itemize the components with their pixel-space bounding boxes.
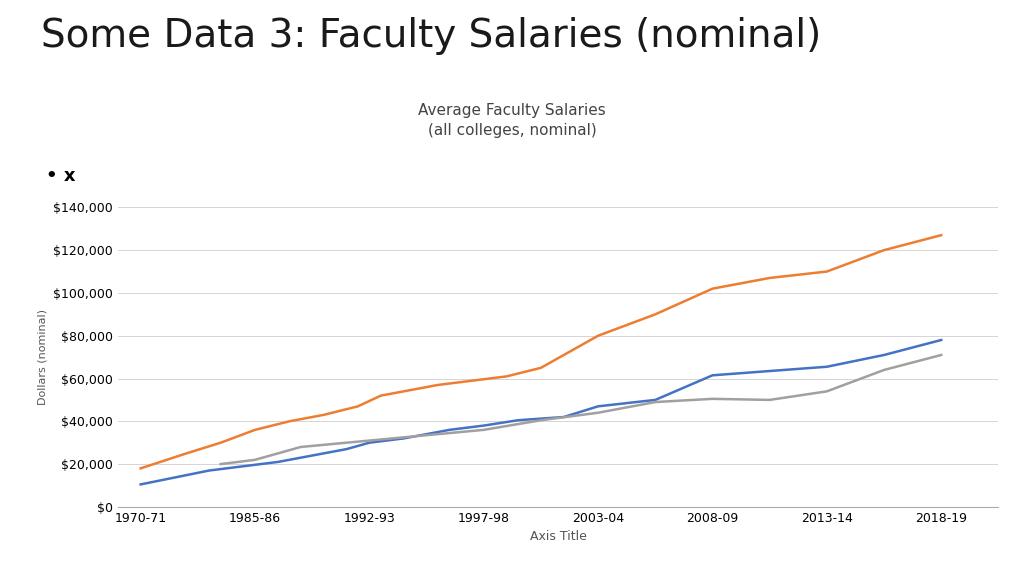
Professor Salaries (nominal) (215, 439, 227, 446)
Median Income (nominal) (215, 461, 227, 468)
Professor Salaries (nominal) (352, 403, 365, 410)
Professor Salaries (nominal) (180, 450, 193, 457)
Line: Professor Salaries (nominal): Professor Salaries (nominal) (140, 235, 941, 468)
Median Income (nominal) (592, 410, 604, 416)
Professor Salaries (nominal) (649, 311, 662, 318)
Professor Salaries (nominal) (592, 332, 604, 339)
Median Income (nominal) (649, 399, 662, 406)
Assistant Prof Salaries (nominal) (421, 431, 433, 438)
Median Income (nominal) (249, 456, 261, 463)
Professor Salaries (nominal) (409, 386, 421, 393)
Professor Salaries (nominal) (878, 247, 890, 253)
Assistant Prof Salaries (nominal) (558, 414, 570, 420)
Assistant Prof Salaries (nominal) (134, 481, 146, 488)
Professor Salaries (nominal) (707, 285, 719, 292)
Professor Salaries (nominal) (249, 426, 261, 433)
Median Income (nominal) (820, 388, 833, 395)
Median Income (nominal) (764, 396, 776, 403)
Professor Salaries (nominal) (764, 275, 776, 282)
Professor Salaries (nominal) (284, 418, 296, 425)
Assistant Prof Salaries (nominal) (203, 467, 215, 474)
Professor Salaries (nominal) (134, 465, 146, 472)
Text: • x: • x (46, 166, 76, 185)
Median Income (nominal) (295, 444, 307, 450)
Professor Salaries (nominal) (820, 268, 833, 275)
Median Income (nominal) (878, 366, 890, 373)
Assistant Prof Salaries (nominal) (364, 439, 376, 446)
Professor Salaries (nominal) (432, 381, 444, 388)
Text: Some Data 3: Faculty Salaries (nominal): Some Data 3: Faculty Salaries (nominal) (41, 17, 821, 55)
Professor Salaries (nominal) (375, 392, 387, 399)
Assistant Prof Salaries (nominal) (820, 363, 833, 370)
Median Income (nominal) (935, 351, 947, 358)
Assistant Prof Salaries (nominal) (764, 367, 776, 374)
Median Income (nominal) (340, 439, 352, 446)
Median Income (nominal) (707, 395, 719, 402)
Assistant Prof Salaries (nominal) (592, 403, 604, 410)
Assistant Prof Salaries (nominal) (512, 417, 524, 424)
X-axis label: Axis Title: Axis Title (529, 530, 587, 543)
Assistant Prof Salaries (nominal) (935, 336, 947, 343)
Assistant Prof Salaries (nominal) (340, 446, 352, 453)
Assistant Prof Salaries (nominal) (397, 435, 410, 442)
Assistant Prof Salaries (nominal) (707, 372, 719, 379)
Line: Assistant Prof Salaries (nominal): Assistant Prof Salaries (nominal) (140, 340, 941, 484)
Professor Salaries (nominal) (317, 411, 330, 418)
Median Income (nominal) (421, 432, 433, 439)
Assistant Prof Salaries (nominal) (878, 351, 890, 358)
Assistant Prof Salaries (nominal) (443, 426, 456, 433)
Professor Salaries (nominal) (501, 373, 513, 380)
Professor Salaries (nominal) (935, 232, 947, 238)
Text: Average Faculty Salaries
(all colleges, nominal): Average Faculty Salaries (all colleges, … (418, 104, 606, 138)
Professor Salaries (nominal) (535, 365, 547, 372)
Y-axis label: Dollars (nominal): Dollars (nominal) (38, 309, 47, 405)
Median Income (nominal) (477, 426, 489, 433)
Assistant Prof Salaries (nominal) (238, 463, 250, 469)
Assistant Prof Salaries (nominal) (477, 422, 489, 429)
Assistant Prof Salaries (nominal) (271, 458, 284, 465)
Assistant Prof Salaries (nominal) (306, 452, 318, 459)
Professor Salaries (nominal) (466, 377, 478, 384)
Line: Median Income (nominal): Median Income (nominal) (221, 355, 941, 464)
Assistant Prof Salaries (nominal) (649, 396, 662, 403)
Median Income (nominal) (535, 417, 547, 424)
